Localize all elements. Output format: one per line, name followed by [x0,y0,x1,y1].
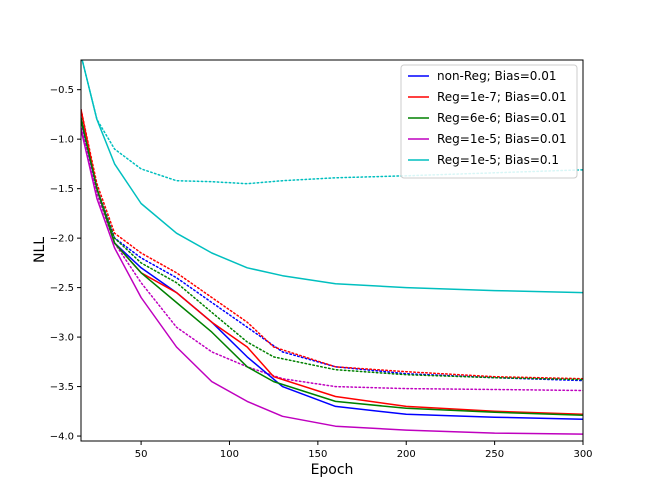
y-tick-label: −3.5 [50,382,74,393]
y-tick-label: −3.0 [50,333,74,344]
series-5-train-line [81,60,583,294]
y-tick-label: −2.5 [50,283,74,294]
y-tick-label: −1.0 [50,135,74,146]
series-2-test-line [81,108,583,380]
series-4-train-line [81,129,583,435]
y-tick-label: −0.5 [50,85,74,96]
ticks-layer: 50 100 150 200 250 300 −0.5 −1.0 −1.5 −2.0 −2.5 −3.… [50,85,593,460]
legend-label: Reg=6e-6; Bias=0.01 [437,111,567,125]
y-tick-label: −4.0 [50,432,74,443]
y-axis-label: NLL [32,237,48,263]
x-tick-label: 250 [485,449,504,460]
legend-label: non-Reg; Bias=0.01 [437,69,556,83]
x-tick-label: 300 [573,449,592,460]
x-tick-label: 50 [135,449,148,460]
x-tick-label: 150 [308,449,327,460]
series-3-train-line [81,119,583,417]
legend-label: Reg=1e-5; Bias=0.1 [437,153,559,167]
x-axis-label: Epoch [311,462,354,478]
plot-frame [80,59,584,442]
legend: non-Reg; Bias=0.01 Reg=1e-7; Bias=0.01 Reg… [400,64,578,179]
series-3-test-line [81,113,583,381]
y-tick-label: −2.0 [50,234,74,245]
legend-label: Reg=1e-5; Bias=0.01 [437,132,567,146]
legend-box [400,64,578,179]
x-tick-label: 200 [397,449,416,460]
series-4-test-line [81,123,583,392]
legend-label: Reg=1e-7; Bias=0.01 [437,90,567,104]
series-layer [81,60,583,435]
x-tick-label: 100 [220,449,239,460]
y-tick-label: −1.5 [50,184,74,195]
